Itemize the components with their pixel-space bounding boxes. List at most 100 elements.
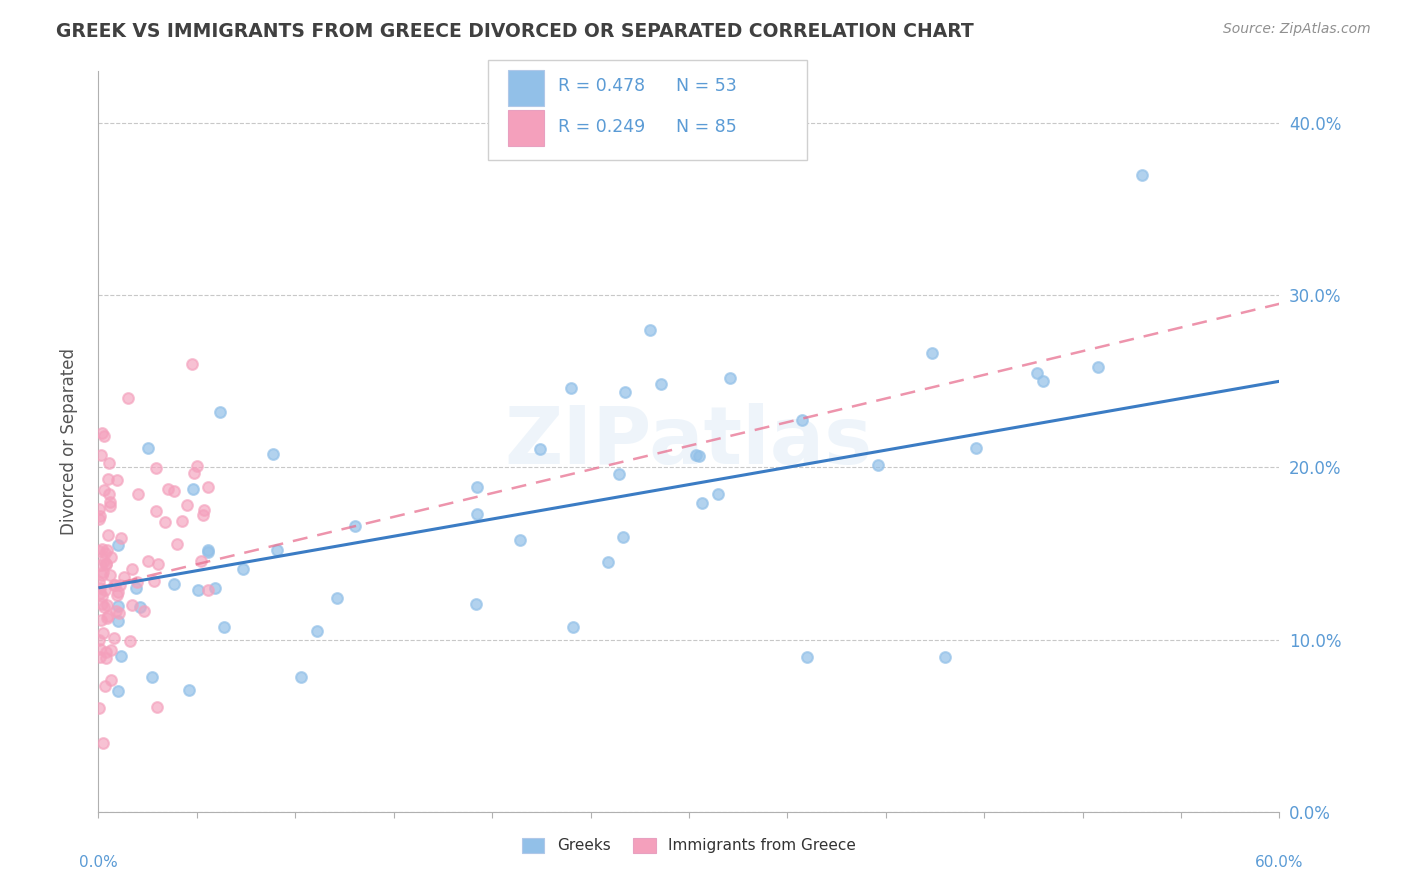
Point <box>103 578 125 592</box>
Point <box>94 582 117 597</box>
Point <box>90 589 112 603</box>
Point <box>638 323 661 337</box>
Point <box>136 441 159 455</box>
Point <box>146 558 169 572</box>
Text: N = 53: N = 53 <box>676 77 737 95</box>
Point <box>93 428 115 442</box>
Point <box>614 385 637 400</box>
Point <box>609 467 631 481</box>
Point <box>166 537 188 551</box>
Point <box>97 528 120 542</box>
Point <box>465 597 488 611</box>
Y-axis label: Divorced or Separated: Divorced or Separated <box>59 348 77 535</box>
Point <box>93 599 115 614</box>
Point <box>107 599 129 613</box>
Point <box>90 613 112 627</box>
Point <box>90 425 112 440</box>
Point <box>91 597 114 611</box>
Point <box>89 512 111 526</box>
Point <box>197 583 219 598</box>
Point <box>183 466 205 480</box>
Point <box>118 634 141 648</box>
Point <box>112 569 135 583</box>
Point <box>153 515 176 529</box>
Legend: Greeks, Immigrants from Greece: Greeks, Immigrants from Greece <box>516 831 862 860</box>
Point <box>91 567 114 582</box>
Point <box>650 377 672 392</box>
Point <box>110 649 132 664</box>
Point <box>96 598 118 612</box>
Point <box>562 620 585 634</box>
Point <box>108 607 131 621</box>
Point <box>91 541 114 556</box>
Point <box>707 487 730 501</box>
Point <box>105 588 128 602</box>
Point <box>138 554 160 568</box>
Bar <box>508 111 544 146</box>
Point <box>465 507 488 521</box>
Point <box>90 448 112 462</box>
Point <box>96 645 118 659</box>
Point <box>127 575 149 590</box>
Point <box>326 591 349 605</box>
Point <box>685 448 707 462</box>
Point <box>965 441 987 455</box>
Point <box>107 584 129 599</box>
Point <box>94 558 117 572</box>
Text: 0.0%: 0.0% <box>79 855 118 870</box>
Point <box>128 600 150 615</box>
Text: 60.0%: 60.0% <box>1256 855 1303 870</box>
Point <box>212 620 235 634</box>
Text: GREEK VS IMMIGRANTS FROM GREECE DIVORCED OR SEPARATED CORRELATION CHART: GREEK VS IMMIGRANTS FROM GREECE DIVORCED… <box>56 22 974 41</box>
Point <box>93 626 115 640</box>
Point <box>105 474 128 488</box>
Point <box>266 542 288 557</box>
Point <box>1130 168 1153 182</box>
Point <box>796 649 818 664</box>
Point <box>204 581 226 595</box>
Point <box>596 555 619 569</box>
Point <box>97 609 120 624</box>
Point <box>127 487 149 501</box>
Point <box>107 614 129 628</box>
Point <box>162 483 184 498</box>
Point <box>98 568 121 582</box>
Point <box>107 684 129 698</box>
Point <box>125 581 148 595</box>
Point <box>690 496 713 510</box>
Point <box>89 508 111 523</box>
Point <box>121 598 143 612</box>
Point <box>197 480 219 494</box>
Point <box>305 624 328 638</box>
Point <box>197 543 219 558</box>
Point <box>91 736 114 750</box>
Point <box>179 682 201 697</box>
Point <box>89 575 111 590</box>
Point <box>96 651 118 665</box>
Point <box>93 546 115 560</box>
Point <box>163 576 186 591</box>
Point <box>89 582 111 596</box>
Point <box>98 499 121 513</box>
Point <box>529 442 551 456</box>
Point <box>718 371 741 385</box>
Point <box>110 531 132 545</box>
Point <box>866 458 889 472</box>
Point <box>93 554 115 568</box>
Point <box>98 494 121 508</box>
Point <box>1087 359 1109 374</box>
Point <box>1032 374 1054 388</box>
Point <box>191 508 214 523</box>
FancyBboxPatch shape <box>488 61 807 161</box>
Text: ZIPatlas: ZIPatlas <box>505 402 873 481</box>
Point <box>465 480 488 494</box>
Point <box>560 381 582 395</box>
Point <box>197 545 219 559</box>
Point <box>108 577 131 591</box>
Point <box>89 642 111 657</box>
Point <box>193 503 215 517</box>
Point <box>143 574 166 589</box>
Point <box>921 345 943 359</box>
Point <box>262 447 284 461</box>
Point <box>176 498 198 512</box>
